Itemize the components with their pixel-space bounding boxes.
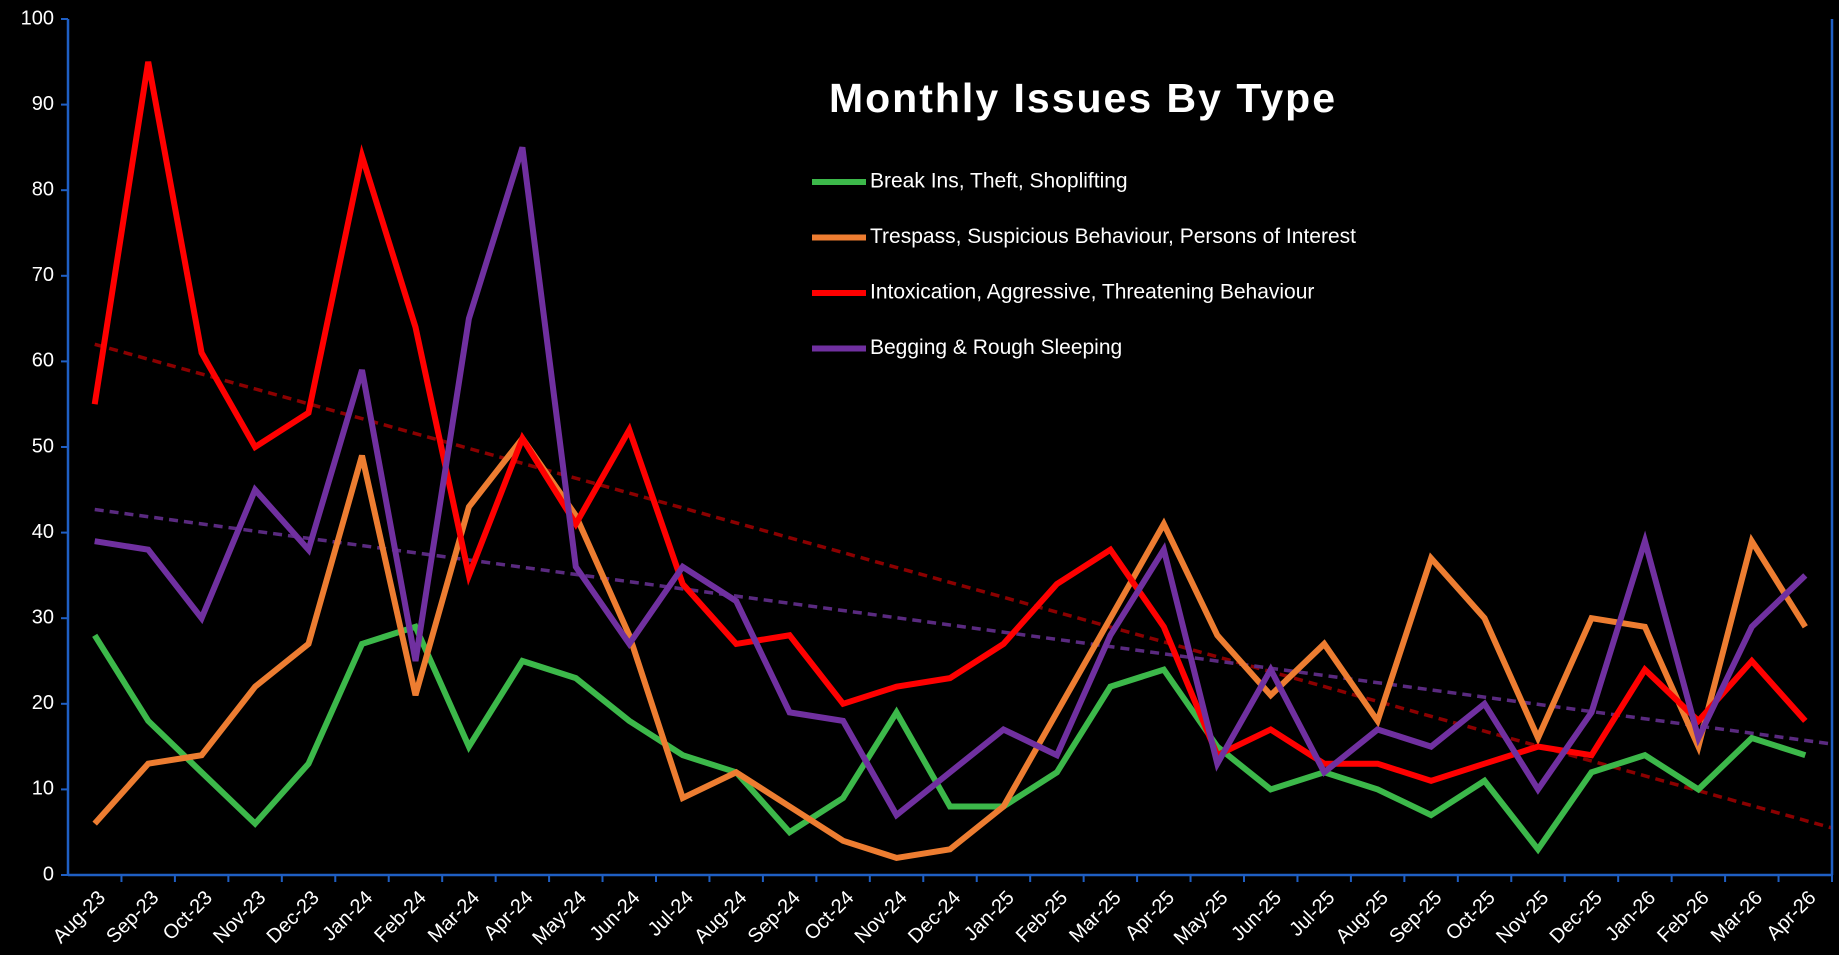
x-tick-label: Aug-24 [690,887,751,948]
x-tick-label: Sep-25 [1385,887,1446,948]
x-tick-label: Dec-24 [904,887,965,948]
x-tick-label: Apr-24 [480,887,538,945]
x-tick-label: Mar-24 [424,887,484,947]
x-tick-label: May-25 [1170,887,1233,950]
x-tick-label: Dec-23 [263,887,324,948]
trendline [94,342,1833,830]
x-tick-label: Jan-24 [318,887,377,946]
series-line [92,433,1808,861]
trendline [94,507,1833,746]
y-tick-label: 10 [32,778,54,800]
y-tick-label: 30 [32,606,54,628]
y-tick-label: 0 [43,863,54,885]
legend-label: Intoxication, Aggressive, Threatening Be… [870,281,1314,304]
y-tick-label: 40 [32,521,54,543]
y-tick-label: 20 [32,692,54,714]
y-tick-label: 50 [32,435,54,457]
x-tick-label: Apr-25 [1121,887,1179,945]
x-tick-label: Oct-23 [159,887,217,945]
x-tick-label: Aug-23 [49,887,110,948]
x-tick-label: Sep-23 [102,887,163,948]
x-tick-label: Nov-24 [851,887,912,948]
x-tick-label: Feb-24 [370,887,430,947]
x-tick-label: Nov-25 [1492,887,1553,948]
y-tick-label: 70 [32,264,54,286]
legend-label: Trespass, Suspicious Behaviour, Persons … [870,225,1356,248]
x-tick-label: Feb-26 [1653,887,1713,947]
series-line [92,623,1807,855]
y-tick-label: 80 [32,178,54,200]
series-line [91,61,1808,784]
x-tick-label: Jan-26 [1601,887,1660,946]
x-tick-label: Mar-26 [1707,887,1767,947]
series-line [94,146,1808,820]
y-tick-label: 100 [21,7,54,29]
chart-title: Monthly Issues By Type [829,75,1337,121]
x-tick-label: Aug-25 [1332,887,1393,948]
x-tick-label: May-24 [528,887,591,950]
x-tick-label: Jun-24 [586,887,645,946]
x-tick-label: Jan-25 [960,887,1019,946]
x-tick-label: Mar-25 [1065,887,1125,947]
x-tick-label: Oct-24 [800,887,858,945]
legend-label: Break Ins, Theft, Shoplifting [870,170,1128,193]
x-tick-label: Sep-24 [744,887,805,948]
x-tick-label: Jun-25 [1227,887,1286,946]
x-tick-label: Feb-25 [1012,887,1072,947]
x-tick-label: Oct-25 [1442,887,1500,945]
x-tick-label: Apr-26 [1763,887,1821,945]
x-tick-label: Nov-23 [209,887,270,948]
x-tick-label: Dec-25 [1546,887,1607,948]
y-tick-label: 60 [32,350,54,372]
legend-label: Begging & Rough Sleeping [870,336,1122,359]
y-tick-label: 90 [32,93,54,115]
